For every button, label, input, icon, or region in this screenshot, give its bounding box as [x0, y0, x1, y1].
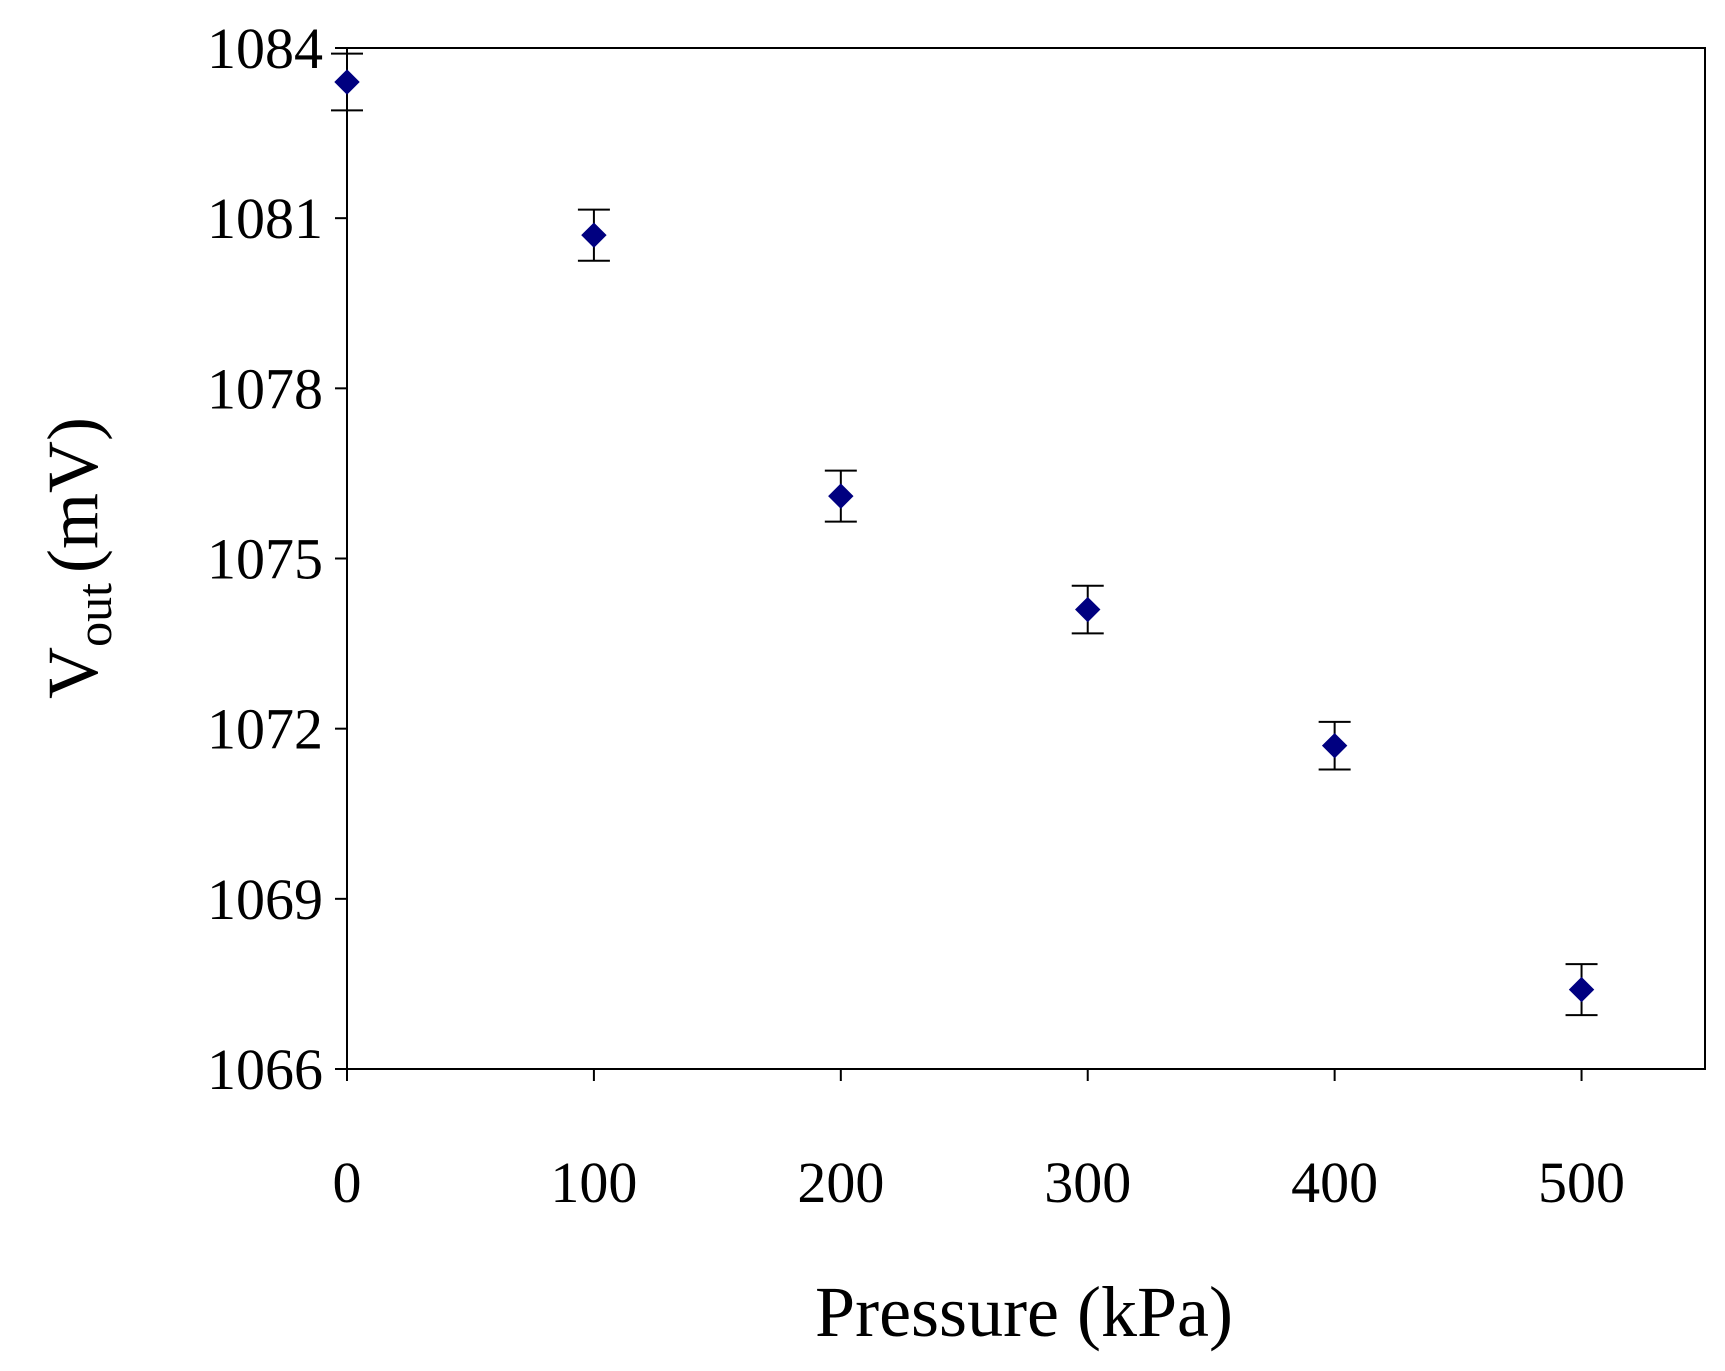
y-tick-label: 1069: [207, 867, 323, 932]
y-axis-title-subscript: out: [66, 583, 122, 647]
data-points: [331, 52, 1598, 1017]
data-point: [1318, 720, 1351, 771]
y-tick-label: 1072: [207, 697, 323, 762]
x-axis-ticks: 0 100 200 300 400 500: [333, 1069, 1625, 1215]
data-point: [1071, 584, 1104, 635]
y-tick-label: 1084: [207, 16, 323, 81]
diamond-marker: [1568, 976, 1595, 1003]
x-tick-label: 100: [550, 1150, 637, 1215]
diamond-marker: [581, 222, 607, 248]
diamond-marker: [1321, 732, 1348, 759]
diamond-marker: [334, 69, 360, 95]
x-tick-label: 200: [797, 1150, 884, 1215]
x-axis-title: Pressure (kPa): [815, 1272, 1233, 1352]
y-tick-label: 1078: [207, 356, 323, 421]
y-axis-title-unit: (mV): [33, 417, 113, 573]
data-point: [331, 52, 363, 112]
y-tick-label: 1075: [207, 527, 323, 592]
x-tick-label: 400: [1291, 1150, 1378, 1215]
diamond-marker: [1075, 596, 1101, 623]
y-tick-label: 1066: [207, 1037, 323, 1102]
y-axis-title-main: V: [33, 647, 113, 699]
y-axis-ticks: 1066 1069 1072 1075 1078 1081 1084: [207, 16, 347, 1102]
y-axis-title: Vout (mV): [33, 417, 122, 699]
diamond-marker: [828, 483, 854, 509]
x-tick-label: 500: [1538, 1150, 1625, 1215]
data-point: [1565, 963, 1598, 1017]
x-tick-label: 0: [333, 1150, 362, 1215]
plot-area: [346, 47, 1706, 1070]
x-tick-label: 300: [1044, 1150, 1131, 1215]
data-point: [824, 469, 857, 523]
data-point: [577, 208, 610, 262]
y-tick-label: 1081: [207, 186, 323, 251]
